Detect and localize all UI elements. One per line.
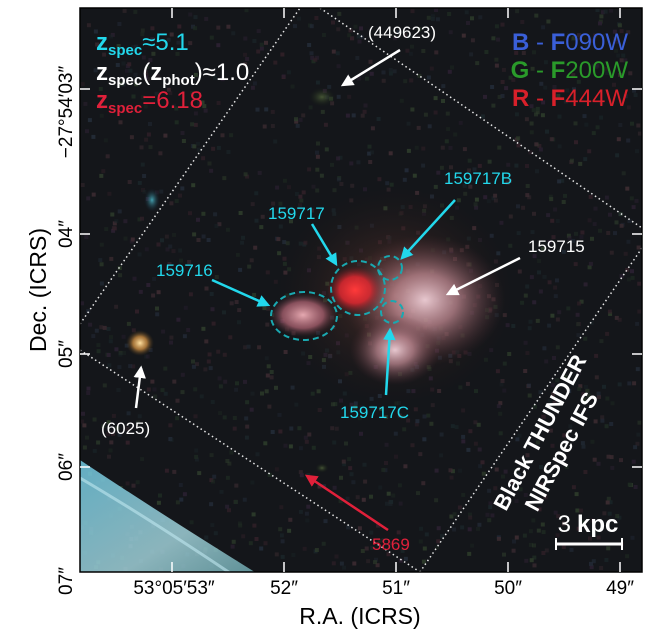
label-159716: 159716: [156, 261, 213, 280]
y-axis-label: Dec. (ICRS): [25, 228, 51, 352]
x-tick-2: 51″: [382, 578, 410, 599]
source-159717-glow: [327, 266, 383, 314]
aperture-159717C: [380, 300, 404, 324]
label-449623: (449623): [368, 23, 436, 42]
redshift-line-1: zspec≈5.1: [96, 29, 189, 59]
source-6025-glow: [126, 330, 154, 356]
z-subscript: spec: [108, 72, 142, 89]
annotation-arrows: [133, 48, 521, 532]
label-159717C: 159717C: [340, 403, 409, 422]
redshift-line-3: zspec=6.18: [96, 87, 203, 117]
z-symbol: z: [96, 59, 108, 86]
scale-bar-unit: kpc: [577, 511, 618, 538]
x-tick-4: 49″: [606, 578, 634, 599]
x-axis-label: R.A. (ICRS): [299, 603, 420, 629]
y-tick-3: 07″: [56, 567, 77, 595]
z-symbol: z: [96, 29, 108, 56]
z-value: ≈5.1: [142, 29, 189, 56]
tick-marks: [80, 8, 642, 572]
arrow-159717C: [383, 327, 396, 396]
label-159715: 159715: [528, 237, 585, 256]
aperture-159716: [270, 291, 338, 341]
ifs-footprint: [80, 8, 642, 572]
filter-blue: B - F090W: [512, 29, 628, 56]
y-tick-1: 05″: [56, 340, 77, 368]
plot-frame: [79, 7, 643, 573]
arrow-6025: [133, 365, 146, 409]
filter-legend: B - F090W G - F200W R - F444W: [511, 29, 629, 112]
foreground-streak: [80, 460, 255, 572]
scale-bar-label: 3 kpc: [558, 511, 619, 538]
label-159717B: 159717B: [444, 169, 512, 188]
source-449623-glow: [308, 87, 336, 107]
redshift-legend: zspec≈5.1 zspec(zphot)≈1.0 zspec=6.18: [96, 29, 249, 117]
apertures: [270, 255, 404, 341]
filter-red: R - F444W: [512, 85, 628, 112]
z-subscript-2: phot: [162, 72, 194, 89]
filter-green: G - F200W: [511, 57, 629, 84]
label-5869: 5869: [372, 535, 410, 554]
aperture-159717B: [377, 255, 403, 281]
z-symbol-2: z: [150, 59, 162, 86]
redshift-line-2: zspec(zphot)≈1.0: [96, 59, 249, 89]
small-blue-source: [144, 188, 160, 212]
z-subscript: spec: [108, 42, 142, 59]
arrow-159716: [211, 278, 271, 307]
y-tick-0: 04″: [56, 220, 77, 248]
z-paren: (: [142, 59, 150, 86]
image-panel: (449623) 159717B 159717 159716 159715 15…: [80, 8, 642, 572]
foreground-streak-edge: [80, 476, 232, 572]
aperture-159717: [330, 260, 386, 316]
z-subscript: spec: [108, 100, 142, 117]
z-symbol: z: [96, 87, 108, 114]
z-value: =6.18: [142, 87, 203, 114]
y-tick-top: −27°54′03″: [56, 66, 77, 159]
source-159716-glow: [269, 293, 337, 337]
z-value: )≈1.0: [195, 59, 250, 86]
label-159717: 159717: [268, 204, 325, 223]
y-tick-2: 06″: [56, 453, 77, 481]
scale-bar-number: 3: [558, 511, 571, 538]
x-tick-1: 52″: [270, 578, 298, 599]
scale-bar: 3 kpc: [555, 511, 623, 550]
arrow-5869: [304, 474, 389, 532]
arrow-159717: [310, 223, 338, 267]
source-5869-glow: [315, 463, 329, 473]
arrow-159715: [445, 256, 521, 296]
x-tick-3: 50″: [494, 578, 522, 599]
x-tick-0: 53°05′53″: [133, 578, 215, 599]
arrow-449623: [340, 48, 401, 87]
arrow-159717B: [400, 199, 456, 260]
source-159715-extension: [350, 315, 440, 385]
label-6025: (6025): [101, 419, 150, 438]
